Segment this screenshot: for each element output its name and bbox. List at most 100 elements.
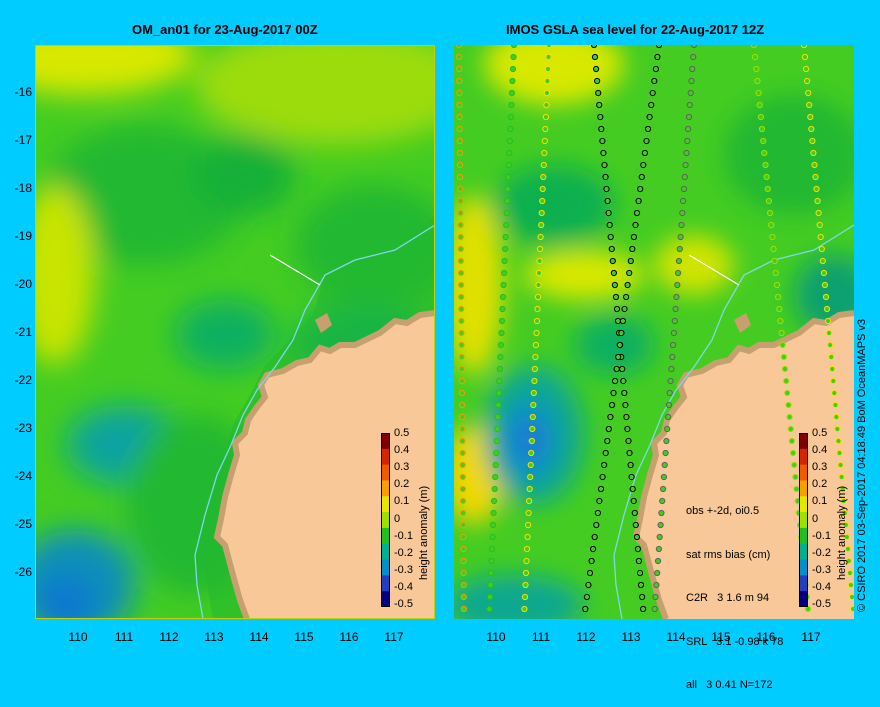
observation-marker: [658, 509, 665, 517]
observation-marker: [458, 305, 465, 313]
observation-marker: [633, 533, 640, 541]
observation-marker: [627, 257, 634, 265]
observation-marker: [765, 197, 772, 205]
observation-marker: [458, 329, 465, 337]
observation-marker: [640, 161, 647, 169]
observation-marker: [525, 509, 532, 517]
transect-line: [269, 254, 321, 286]
observation-marker: [460, 509, 467, 517]
observation-marker: [800, 45, 808, 49]
observation-marker: [534, 293, 542, 301]
observation-marker: [544, 77, 551, 85]
colorbar-swatch: [381, 512, 390, 529]
observation-marker: [821, 281, 828, 289]
observation-marker: [530, 389, 537, 397]
colorbar-tick: -0.1: [394, 530, 413, 542]
observation-marker: [788, 437, 795, 445]
observation-marker: [602, 449, 609, 457]
observation-marker: [593, 521, 600, 529]
observation-marker: [689, 65, 696, 73]
observation-marker: [763, 173, 770, 181]
observation-marker: [527, 461, 534, 469]
observation-marker: [502, 245, 509, 253]
observation-marker: [757, 113, 764, 121]
observation-marker: [630, 233, 637, 241]
observation-marker: [490, 521, 497, 529]
observation-marker: [621, 305, 628, 313]
observation-marker: [491, 485, 498, 493]
observation-marker: [839, 485, 846, 493]
colorbar-tick: -0.4: [812, 581, 831, 593]
observation-marker: [817, 233, 824, 241]
observation-marker: [456, 149, 463, 157]
observation-marker: [655, 545, 662, 553]
observation-marker: [637, 185, 644, 193]
observation-marker: [659, 497, 666, 505]
observation-marker: [801, 53, 809, 61]
x-tick-label: 113: [204, 630, 224, 644]
observation-marker: [540, 173, 547, 181]
observation-marker: [612, 377, 619, 385]
observation-marker: [505, 173, 512, 181]
observation-marker: [625, 437, 632, 445]
observation-marker: [663, 437, 670, 445]
observation-marker: [455, 45, 463, 49]
observation-marker: [777, 317, 784, 325]
observation-marker: [544, 65, 552, 73]
observation-marker: [805, 89, 812, 97]
observation-marker: [539, 197, 546, 205]
observation-marker: [769, 233, 776, 241]
observation-marker: [673, 293, 680, 301]
observation-marker: [490, 509, 497, 517]
observation-marker: [458, 377, 465, 385]
observation-marker: [610, 389, 617, 397]
observation-marker: [489, 533, 496, 541]
observation-marker: [758, 125, 766, 133]
colorbar-swatch: [381, 496, 390, 513]
colorbar-tick: 0.2: [812, 478, 828, 490]
y-tick-label: -25: [14, 517, 32, 531]
observation-marker: [601, 161, 608, 169]
observation-marker: [661, 461, 668, 469]
island: [315, 313, 332, 333]
y-tick-label: -16: [14, 85, 32, 99]
observation-marker: [510, 45, 518, 49]
observation-marker: [486, 593, 494, 601]
observation-marker: [588, 557, 595, 565]
observation-marker: [664, 425, 671, 433]
observation-marker: [784, 389, 791, 397]
observation-marker: [665, 401, 672, 409]
observation-marker: [459, 473, 466, 481]
observation-marker: [597, 485, 605, 493]
observation-marker: [775, 293, 782, 301]
observation-marker: [845, 557, 852, 565]
colorbar-tick: 0.3: [812, 461, 828, 473]
observation-marker: [657, 521, 664, 529]
observation-marker: [756, 101, 763, 109]
observation-marker: [686, 101, 693, 109]
observation-marker: [761, 149, 768, 157]
observation-marker: [633, 209, 641, 217]
observation-marker: [685, 125, 692, 133]
observation-marker: [460, 593, 467, 601]
observation-marker: [591, 533, 598, 541]
observation-marker: [605, 425, 612, 433]
observation-marker: [804, 605, 812, 613]
observation-marker: [607, 233, 614, 241]
observation-marker: [531, 365, 539, 373]
observation-marker: [460, 569, 467, 577]
x-tick-label: 112: [576, 630, 596, 644]
observation-marker: [508, 89, 516, 97]
observation-marker: [503, 209, 510, 217]
observation-marker: [534, 305, 541, 313]
observation-marker: [675, 269, 682, 277]
observation-marker: [529, 413, 536, 421]
observation-marker: [605, 209, 612, 217]
x-tick-label: 111: [114, 630, 134, 644]
observation-marker: [526, 485, 533, 493]
observation-marker: [456, 137, 463, 145]
x-tick-label: 117: [801, 630, 821, 644]
observation-marker: [690, 45, 698, 49]
observation-marker: [598, 125, 605, 133]
observation-marker: [608, 401, 616, 409]
